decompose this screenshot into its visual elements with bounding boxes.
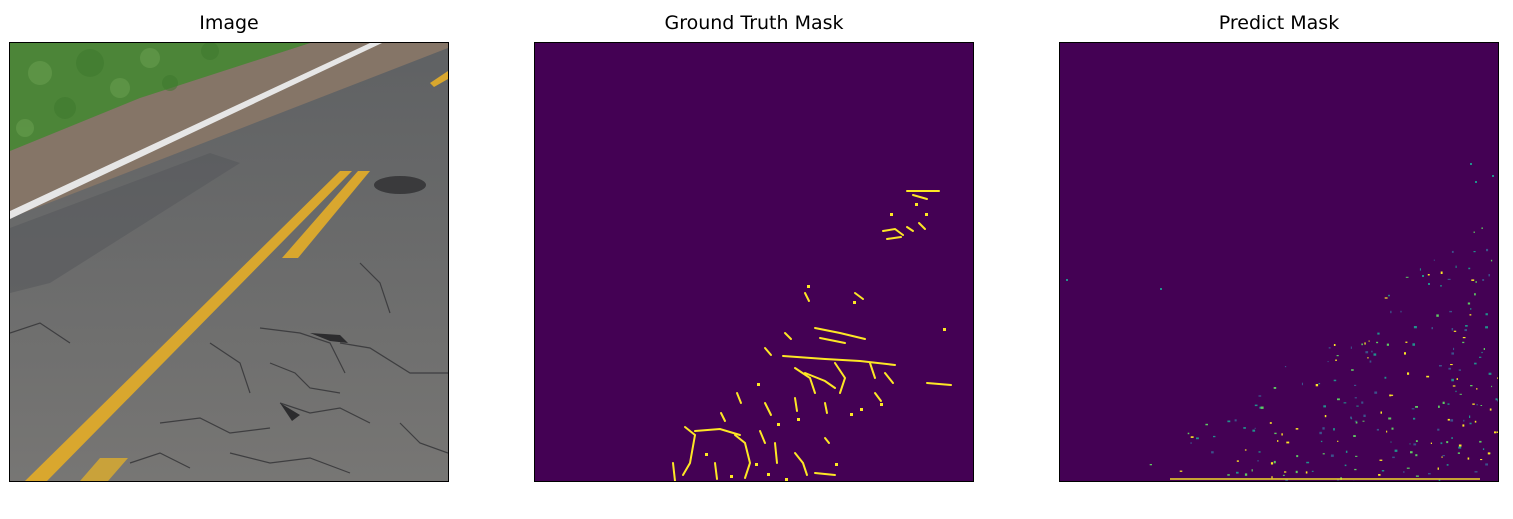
predicted-crack-specks <box>1066 163 1498 481</box>
gt-crack-strokes <box>672 190 952 481</box>
predict-panel: Predict Mask <box>1059 0 1499 519</box>
mask-background <box>535 43 973 481</box>
predict-panel-title: Predict Mask <box>1218 12 1340 34</box>
far-lane-mark <box>430 71 448 87</box>
mask-background <box>1060 43 1498 481</box>
road-shoulder <box>10 43 448 218</box>
center-line-right <box>282 171 370 258</box>
ground-truth-panel-title: Ground Truth Mask <box>664 12 844 34</box>
crack-holes <box>280 333 348 421</box>
patched-area <box>10 153 240 293</box>
pothole <box>374 176 426 194</box>
ground-truth-panel: Ground Truth Mask <box>534 0 974 519</box>
edge-line <box>10 43 382 219</box>
bottom-edge-prediction <box>1170 478 1480 480</box>
predict-mask <box>1059 42 1499 482</box>
center-line-dash <box>80 458 128 481</box>
ground-truth-canvas <box>535 43 973 481</box>
gt-crack-dots <box>705 203 946 481</box>
predict-canvas <box>1060 43 1498 481</box>
image-panel-title: Image <box>199 12 259 34</box>
center-line-left <box>25 171 352 481</box>
grass-texture <box>16 43 219 137</box>
road-photo <box>9 42 449 482</box>
ground-truth-mask <box>534 42 974 482</box>
road-photo-canvas <box>10 43 448 481</box>
crack-lines <box>10 262 448 474</box>
image-panel: Image <box>9 0 449 519</box>
